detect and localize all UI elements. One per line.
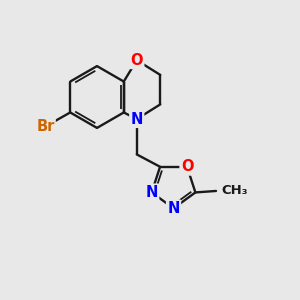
Text: N: N bbox=[146, 185, 158, 200]
Text: CH₃: CH₃ bbox=[221, 184, 248, 197]
Text: N: N bbox=[167, 201, 180, 216]
Text: O: O bbox=[130, 53, 143, 68]
Text: N: N bbox=[130, 112, 143, 127]
Text: O: O bbox=[181, 159, 193, 174]
Text: Br: Br bbox=[36, 119, 55, 134]
